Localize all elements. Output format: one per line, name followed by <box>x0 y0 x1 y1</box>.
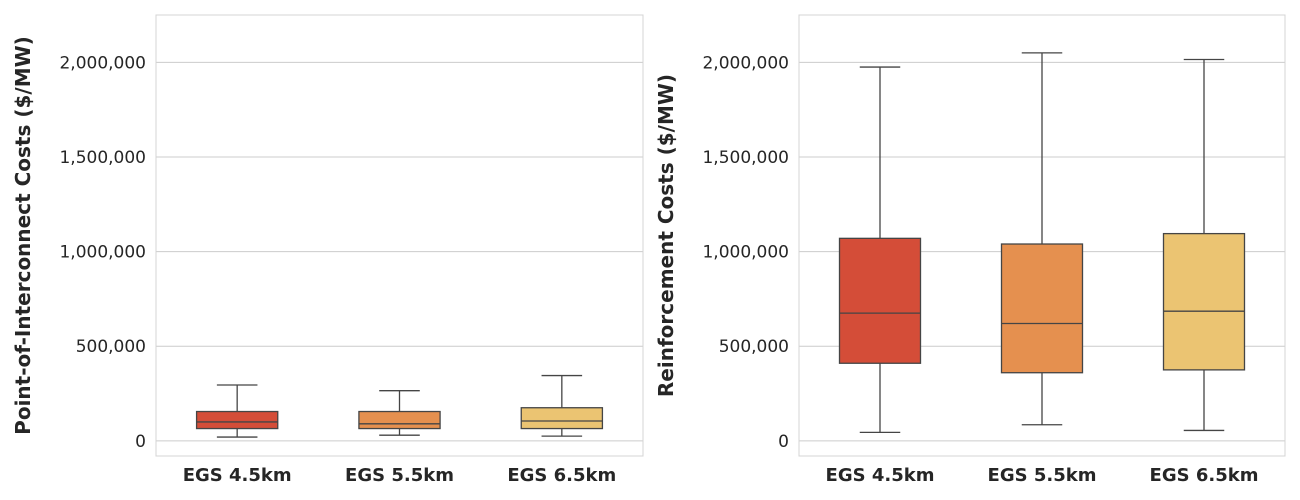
y-tick-label: 1,000,000 <box>702 243 789 263</box>
y-tick-label: 1,500,000 <box>702 148 789 168</box>
y-tick-label: 0 <box>778 432 789 452</box>
x-category-label: EGS 6.5km <box>507 465 616 486</box>
y-tick-label: 2,000,000 <box>59 53 146 73</box>
box-2 <box>1000 52 1084 426</box>
iqr-box <box>838 237 922 364</box>
y-tick-label: 1,500,000 <box>59 148 146 168</box>
iqr-box <box>520 407 604 430</box>
box-1 <box>838 66 922 433</box>
y-axis-label: Reinforcement Costs ($/MW) <box>654 74 678 397</box>
y-tick-label: 0 <box>135 432 146 452</box>
plot-frame <box>798 14 1286 457</box>
y-tick-label: 1,000,000 <box>59 243 146 263</box>
x-category-label: EGS 6.5km <box>1150 465 1259 486</box>
poi-cost-chart: 0 500,000 1,000,000 1,500,000 2,000,000 EGS 4… <box>11 14 644 486</box>
reinforcement-cost-chart: 0 500,000 1,000,000 1,500,000 2,000,000 EGS 4… <box>654 14 1286 486</box>
y-tick-label: 500,000 <box>719 337 789 357</box>
box-3 <box>520 374 604 437</box>
x-category-label: EGS 5.5km <box>988 465 1097 486</box>
iqr-box <box>358 410 441 430</box>
x-category-label: EGS 5.5km <box>345 465 454 486</box>
plot-frame <box>155 14 644 457</box>
x-category-label: EGS 4.5km <box>183 465 292 486</box>
x-category-label: EGS 4.5km <box>826 465 935 486</box>
iqr-box <box>1000 243 1084 374</box>
box-1 <box>195 384 279 438</box>
iqr-box <box>1162 232 1246 371</box>
box-3 <box>1162 58 1246 432</box>
y-axis-label: Point-of-Interconnect Costs ($/MW) <box>11 36 35 435</box>
iqr-box <box>195 410 279 430</box>
y-tick-label: 2,000,000 <box>702 53 789 73</box>
y-tick-label: 500,000 <box>76 337 146 357</box>
box-2 <box>358 390 441 436</box>
